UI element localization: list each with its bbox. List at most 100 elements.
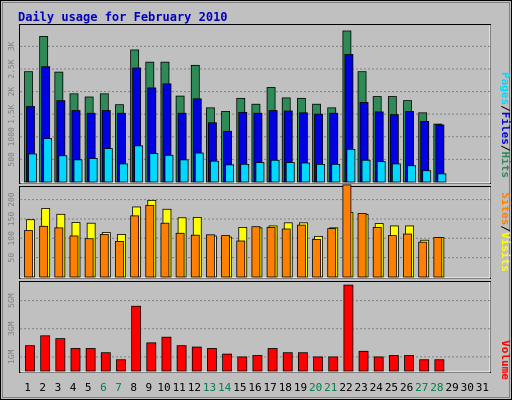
day-label: 3 xyxy=(55,381,62,394)
pages-bar xyxy=(301,162,310,183)
pages-bar xyxy=(134,145,144,183)
pages-bar xyxy=(255,162,265,183)
volume-bar xyxy=(313,356,323,372)
pages-bar xyxy=(391,163,401,183)
chart-title: Daily usage for February 2010 xyxy=(18,10,228,24)
day-label: 5 xyxy=(85,381,92,394)
y-tick-label: 1000 xyxy=(7,127,16,146)
legend-entry: Files xyxy=(499,112,512,145)
day-label: 16 xyxy=(248,381,261,394)
day-label: 6 xyxy=(100,381,107,394)
volume-bar xyxy=(176,345,187,372)
sites-bar xyxy=(145,205,155,278)
day-label: 17 xyxy=(264,381,277,394)
day-label: 25 xyxy=(385,381,398,394)
sites-bar xyxy=(251,226,261,278)
day-label: 4 xyxy=(70,381,77,394)
legend-entry: Volume xyxy=(499,340,512,380)
pages-bar xyxy=(179,159,189,183)
volume-bar xyxy=(343,284,354,372)
sites-bar xyxy=(266,227,276,278)
sites-bar xyxy=(130,215,140,278)
y-tick-label: 200 xyxy=(7,192,16,207)
pages-bar xyxy=(164,154,174,183)
y-tick-label: 500 xyxy=(7,152,16,167)
sites-bar xyxy=(206,234,215,278)
pages-bar xyxy=(73,159,83,183)
day-label: 19 xyxy=(294,381,307,394)
pages-bar xyxy=(58,155,68,183)
volume-bar xyxy=(282,352,293,372)
pages-bar xyxy=(270,159,280,183)
pages-bar xyxy=(422,170,432,183)
sites-bar xyxy=(357,213,367,278)
sites-bar xyxy=(69,235,79,278)
day-label: 13 xyxy=(203,381,216,394)
day-label: 23 xyxy=(355,381,368,394)
legend-entry: Sites xyxy=(499,192,512,225)
sites-bar xyxy=(115,240,124,278)
legend-sites-visits: Sites/Visits xyxy=(499,192,512,272)
pages-bar xyxy=(119,163,128,183)
volume-bar xyxy=(252,355,263,372)
sites-bar xyxy=(175,232,185,278)
day-label: 24 xyxy=(370,381,384,394)
y-tick-label: 5GM xyxy=(7,293,16,308)
pages-bar xyxy=(210,160,219,183)
y-tick-label: 1GM xyxy=(7,350,16,365)
sites-bar xyxy=(84,238,94,278)
day-label: 10 xyxy=(157,381,170,394)
day-label: 30 xyxy=(461,381,474,394)
y-tick-label: 1.5K xyxy=(7,104,16,123)
sites-bar xyxy=(54,227,64,278)
sites-bar xyxy=(39,225,49,278)
pages-bar xyxy=(316,163,325,183)
sites-bar xyxy=(312,239,321,278)
day-label: 11 xyxy=(173,381,186,394)
volume-bar xyxy=(373,356,384,372)
day-label: 20 xyxy=(309,381,322,394)
volume-bar xyxy=(419,359,430,372)
volume-bar xyxy=(298,352,308,372)
sites-bar xyxy=(24,230,33,278)
day-label: 12 xyxy=(188,381,201,394)
y-tick-label: 2K xyxy=(7,87,16,97)
volume-bar xyxy=(85,348,96,372)
volume-bar xyxy=(100,352,111,372)
legend-entry: Visits xyxy=(499,232,512,272)
volume-bar xyxy=(131,305,142,372)
volume-bar xyxy=(388,355,399,372)
sites-bar xyxy=(236,240,246,278)
day-label: 26 xyxy=(400,381,413,394)
volume-bar xyxy=(161,336,172,372)
pages-bar xyxy=(346,149,356,183)
legend-entry: / xyxy=(499,145,512,152)
day-label: 28 xyxy=(430,381,443,394)
y-tick-label: 3GM xyxy=(7,321,16,336)
volume-bar xyxy=(191,346,202,372)
sites-bar xyxy=(433,237,443,278)
y-tick-label: 2.5K xyxy=(7,59,16,78)
legend-entry: Pages xyxy=(499,72,512,105)
pages-bar xyxy=(376,161,386,183)
pages-bar xyxy=(285,162,295,183)
volume-bar xyxy=(207,348,217,372)
legend-volume: Volume xyxy=(499,340,512,380)
day-label: 1 xyxy=(24,381,31,394)
sites-bar xyxy=(418,241,428,278)
pages-bar xyxy=(103,148,113,183)
sites-bar xyxy=(372,227,382,278)
y-tick-label: 50 xyxy=(7,253,16,263)
y-tick-label: 3K xyxy=(7,41,16,51)
pages-bar xyxy=(43,138,53,183)
pages-bar xyxy=(437,173,447,183)
volume-bar xyxy=(404,355,414,372)
volume-bar xyxy=(267,348,278,372)
day-label: 22 xyxy=(339,381,352,394)
legend-entry: / xyxy=(499,225,512,232)
pages-bar xyxy=(331,163,341,183)
pages-bar xyxy=(194,152,204,183)
day-label: 7 xyxy=(115,381,122,394)
